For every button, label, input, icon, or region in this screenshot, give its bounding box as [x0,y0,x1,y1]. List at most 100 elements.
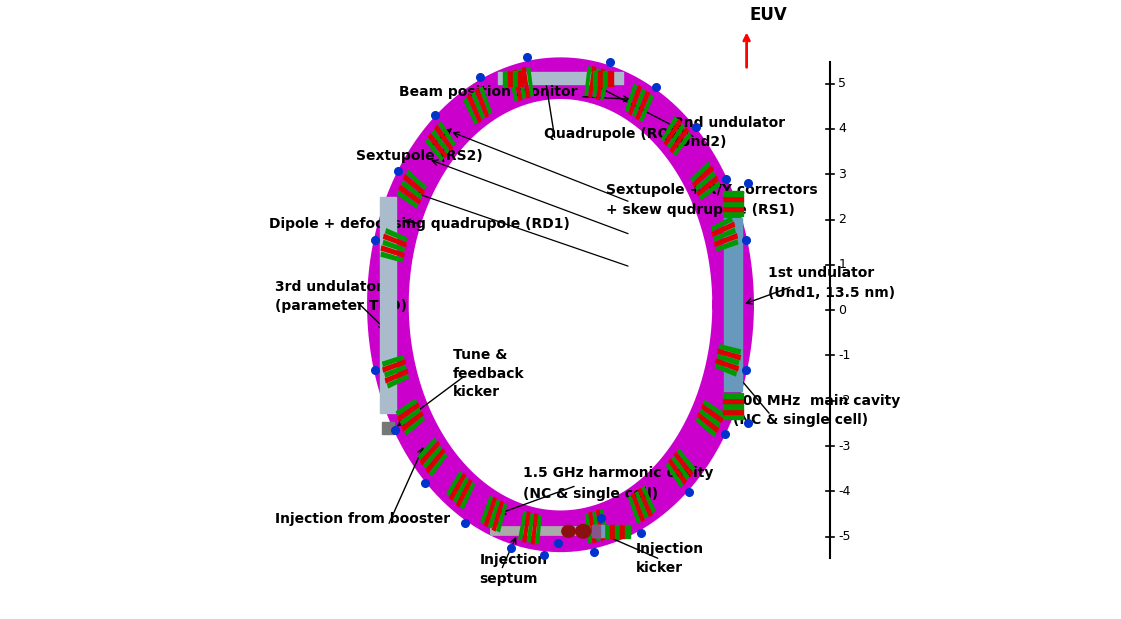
Polygon shape [639,94,654,123]
FancyBboxPatch shape [604,525,610,538]
Polygon shape [584,66,592,96]
Polygon shape [429,452,447,477]
Polygon shape [595,509,605,541]
Text: 2: 2 [839,213,846,226]
Polygon shape [385,228,407,242]
Polygon shape [385,365,407,378]
FancyBboxPatch shape [723,394,743,399]
Text: (parameter TBD): (parameter TBD) [275,299,407,313]
Polygon shape [423,445,442,469]
Polygon shape [488,500,500,529]
Polygon shape [638,487,652,517]
Polygon shape [696,176,719,196]
Polygon shape [700,181,721,201]
Polygon shape [691,161,711,183]
Polygon shape [432,129,450,154]
Text: 3: 3 [839,168,846,181]
FancyBboxPatch shape [608,71,612,86]
Polygon shape [674,451,694,477]
Text: Quadrupole (RQ1): Quadrupole (RQ1) [545,126,686,141]
Polygon shape [460,482,475,509]
Polygon shape [446,470,463,497]
Polygon shape [427,132,447,158]
Polygon shape [406,170,427,190]
FancyBboxPatch shape [624,525,630,538]
Polygon shape [667,124,685,149]
Text: kicker: kicker [636,561,683,575]
Text: Beam position monitor: Beam position monitor [399,85,629,102]
Polygon shape [463,97,478,125]
Polygon shape [673,132,692,157]
Polygon shape [385,369,409,384]
Polygon shape [671,456,689,480]
Polygon shape [711,216,733,232]
Text: -3: -3 [839,439,851,452]
FancyBboxPatch shape [380,197,396,413]
Polygon shape [596,68,605,100]
Text: 2nd undulator: 2nd undulator [674,116,785,130]
FancyBboxPatch shape [614,525,620,538]
Polygon shape [404,416,425,436]
FancyBboxPatch shape [603,71,608,86]
Text: + skew qudrupole (RS1): + skew qudrupole (RS1) [606,203,795,217]
Polygon shape [517,69,526,99]
Polygon shape [715,358,739,371]
Polygon shape [508,72,518,102]
FancyBboxPatch shape [518,71,524,86]
Polygon shape [419,441,441,465]
Polygon shape [382,240,405,252]
Polygon shape [634,491,649,519]
Polygon shape [527,513,535,543]
Polygon shape [521,67,530,99]
Polygon shape [526,67,534,97]
Text: 1: 1 [839,258,846,271]
Text: (NC & single cell): (NC & single cell) [522,487,658,501]
FancyBboxPatch shape [724,219,742,391]
FancyBboxPatch shape [723,196,743,201]
Polygon shape [382,359,407,373]
Polygon shape [518,511,527,541]
FancyBboxPatch shape [723,399,743,404]
Polygon shape [711,222,735,237]
Polygon shape [479,86,492,115]
Polygon shape [396,399,417,417]
FancyBboxPatch shape [723,409,743,413]
FancyBboxPatch shape [592,526,600,537]
Polygon shape [456,478,473,508]
Polygon shape [589,511,596,543]
Polygon shape [474,88,489,118]
Polygon shape [471,92,485,119]
Ellipse shape [575,524,591,538]
Polygon shape [666,462,684,488]
FancyBboxPatch shape [508,71,513,86]
Polygon shape [661,116,678,142]
Polygon shape [402,174,425,196]
Polygon shape [700,409,721,428]
Polygon shape [703,400,725,418]
Polygon shape [535,514,541,544]
FancyBboxPatch shape [723,201,743,206]
Polygon shape [483,496,497,527]
Text: -5: -5 [839,530,851,543]
Polygon shape [466,93,482,123]
Polygon shape [401,180,423,199]
Text: Sextupole + X/Y correctors: Sextupole + X/Y correctors [606,183,818,197]
FancyBboxPatch shape [593,71,597,86]
Polygon shape [397,191,418,209]
Text: Injection: Injection [480,553,548,566]
Polygon shape [695,417,716,438]
Polygon shape [417,438,437,461]
Text: -2: -2 [839,394,851,407]
Polygon shape [425,448,445,474]
Polygon shape [530,513,538,545]
Polygon shape [696,412,720,433]
Polygon shape [453,477,469,503]
Text: (NC & single cell): (NC & single cell) [733,413,869,428]
Polygon shape [401,411,424,432]
Polygon shape [669,127,689,154]
FancyBboxPatch shape [723,211,743,216]
Polygon shape [632,89,646,117]
FancyBboxPatch shape [513,71,518,86]
Polygon shape [585,513,592,543]
Polygon shape [716,348,741,360]
